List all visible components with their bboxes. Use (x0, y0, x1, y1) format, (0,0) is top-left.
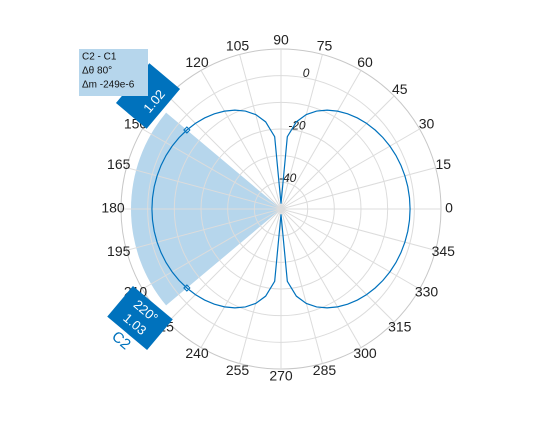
angle-tick-label: 255 (226, 362, 250, 378)
grid-spoke (167, 95, 282, 210)
grid-spoke (280, 208, 395, 323)
grid-spoke (280, 167, 436, 210)
grid-spoke (200, 70, 282, 210)
angle-tick-label: 60 (357, 54, 373, 70)
grid-spoke (280, 208, 420, 290)
angle-tick-label: 105 (226, 37, 250, 53)
grid-spoke (239, 208, 282, 364)
angle-tick-label: 30 (419, 116, 435, 132)
grid-spoke (239, 54, 282, 210)
angle-tick-label: 195 (107, 243, 131, 259)
datatip-box (79, 49, 148, 96)
grid-spoke (280, 95, 395, 210)
grid-spoke (280, 128, 420, 210)
radial-tick-label: -40 (279, 171, 297, 185)
angle-tick-label: 180 (101, 200, 125, 216)
angle-tick-label: 75 (317, 37, 333, 53)
cursor-marker (183, 284, 191, 292)
datatip-line: Δθ 80° (82, 66, 112, 77)
angle-tick-label: 165 (107, 156, 131, 172)
angle-tick-label: 240 (185, 345, 209, 361)
angle-tick-label: 315 (388, 318, 412, 334)
radial-tick-label: 0 (303, 66, 310, 80)
datatip-line: Δm -249e-6 (82, 80, 135, 91)
grid-spoke (280, 70, 362, 210)
datatip-line: C2 - C1 (82, 52, 117, 63)
grid-spoke (126, 208, 282, 251)
angle-tick-label: 345 (432, 243, 456, 259)
grid-spoke (280, 54, 323, 210)
cursor-marker (183, 126, 191, 134)
grid-spoke (200, 208, 282, 348)
angle-tick-label: 300 (353, 345, 377, 361)
angle-tick-label: 90 (273, 32, 289, 48)
grid-spoke (280, 208, 362, 348)
grid-spoke (142, 128, 282, 210)
angle-tick-label: 120 (185, 54, 209, 70)
grid-spoke (280, 208, 436, 251)
angle-tick-label: 45 (392, 81, 408, 97)
angle-tick-label: 285 (313, 362, 337, 378)
angle-tick-label: 270 (269, 368, 293, 384)
grid-spoke (126, 167, 282, 210)
pattern-line (151, 109, 411, 309)
angle-tick-label: 0 (445, 200, 453, 216)
grid-spoke (280, 208, 323, 364)
angle-tick-label: 15 (435, 156, 451, 172)
angle-tick-label: 330 (415, 284, 439, 300)
grid-spoke (142, 208, 282, 290)
grid-spoke (167, 208, 282, 323)
cursor-box (107, 285, 173, 351)
